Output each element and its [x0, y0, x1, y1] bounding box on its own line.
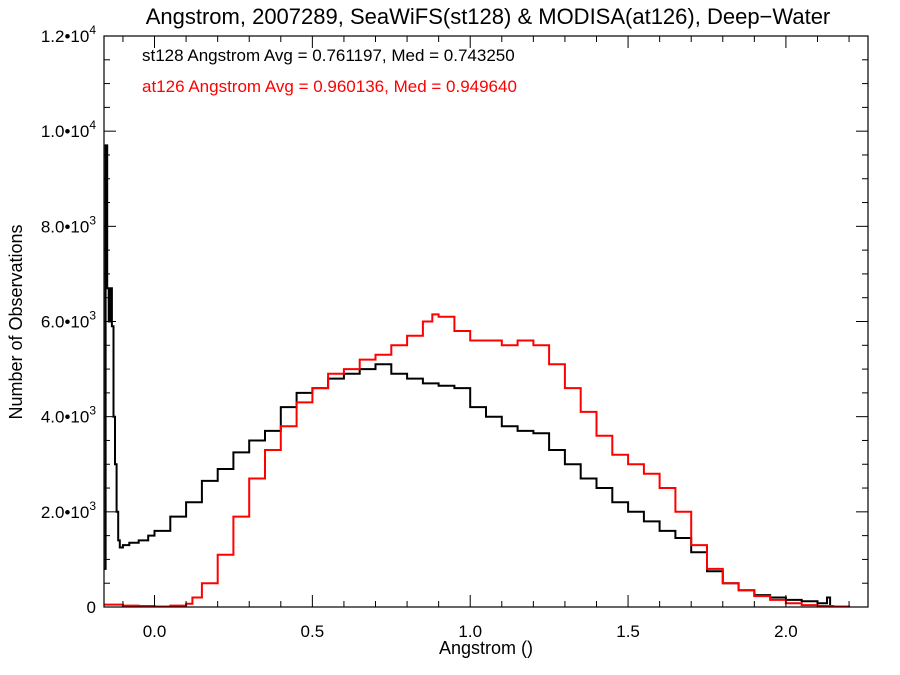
chart-title: Angstrom, 2007289, SeaWiFS(st128) & MODI…: [146, 4, 831, 29]
x-tick-label: 1.0: [458, 622, 482, 641]
x-tick-label: 0.5: [301, 622, 325, 641]
y-tick-label: 1.0•104: [41, 118, 97, 141]
x-tick-label: 0.0: [143, 622, 167, 641]
x-tick-label: 2.0: [774, 622, 798, 641]
series-line-1: [104, 313, 851, 608]
x-axis-label: Angstrom (): [439, 638, 533, 658]
y-tick-label: 4.0•103: [41, 404, 97, 427]
y-tick-label: 8.0•103: [41, 213, 97, 236]
y-tick-label: 6.0•103: [41, 309, 97, 332]
y-tick-label: 1.2•104: [41, 23, 97, 46]
y-axis-label: Number of Observations: [6, 224, 26, 419]
x-tick-label: 1.5: [616, 622, 640, 641]
series-line-0: [104, 144, 832, 607]
y-tick-label: 0: [87, 598, 96, 617]
annotation-st128: st128 Angstrom Avg = 0.761197, Med = 0.7…: [142, 46, 515, 65]
annotation-at126: at126 Angstrom Avg = 0.960136, Med = 0.9…: [142, 77, 517, 96]
ticks-layer: 0.0 0.5 1.0 1.5 2.0 0 2.0•103 4.0•103 6.0•103 8.0…: [41, 23, 868, 641]
series-layer: [104, 144, 851, 608]
y-tick-label: 2.0•103: [41, 499, 97, 522]
